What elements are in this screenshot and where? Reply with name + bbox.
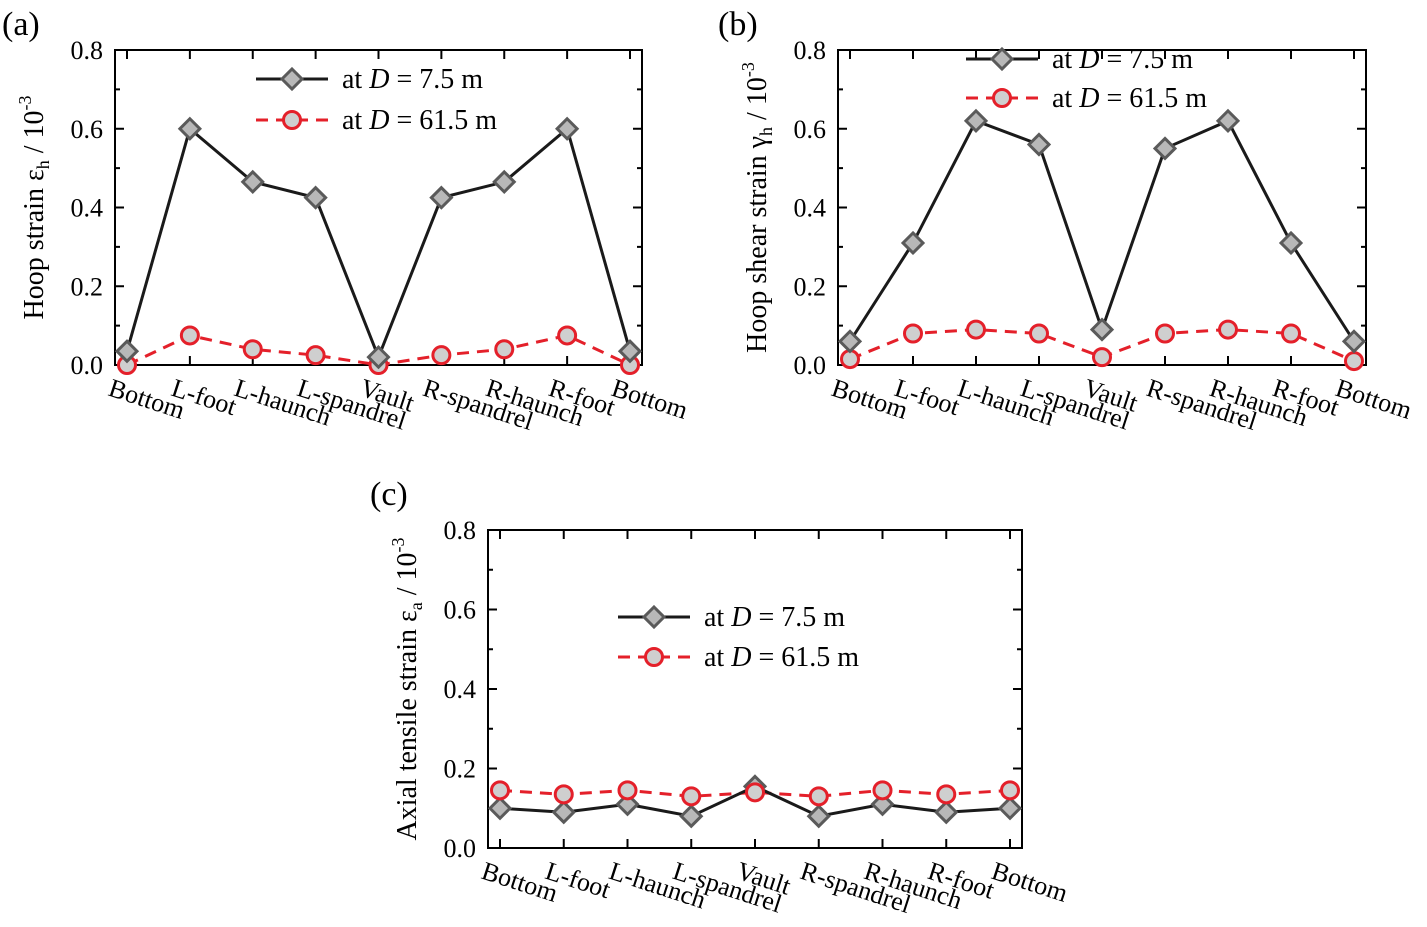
data-point-7-5m: [997, 796, 1023, 821]
y-tick-label: 0.8: [794, 36, 827, 65]
data-point-7-5m: [366, 345, 391, 370]
y-tick-label: 0.2: [71, 272, 104, 301]
data-point-61-5m: [557, 325, 578, 346]
data-point-61-5m: [872, 780, 893, 801]
chart-panel-1: (a)0.00.20.40.60.8BottomL-footL-haunchL-…: [2, 6, 691, 436]
data-point-61-5m: [1029, 323, 1049, 344]
legend-label-2: at D = 61.5 m: [342, 105, 497, 136]
data-point-7-5m: [963, 108, 989, 133]
data-point-61-5m: [1281, 323, 1301, 344]
x-tick-label: Bottom: [608, 373, 691, 425]
y-tick-label: 0.4: [444, 675, 477, 704]
y-tick-label: 0.6: [71, 115, 104, 144]
legend-label-1: at D = 7.5 m: [704, 602, 845, 633]
data-point-7-5m: [615, 792, 640, 817]
y-axis-label: Hoop shear strain γh / 10-3: [738, 62, 776, 353]
legend-label-1: at D = 7.5 m: [1052, 44, 1193, 75]
data-point-7-5m: [900, 230, 926, 256]
data-point-7-5m: [1341, 329, 1367, 354]
data-point-7-5m: [487, 796, 513, 821]
data-point-61-5m: [903, 323, 923, 344]
data-point-61-5m: [305, 345, 326, 366]
y-tick-label: 0.0: [71, 351, 104, 380]
data-point-61-5m: [1155, 323, 1175, 344]
y-tick-label: 0.4: [794, 194, 827, 223]
data-point-61-5m: [681, 786, 702, 807]
series-61-5m-line: [499, 788, 1011, 798]
data-point-7-5m: [1026, 132, 1052, 157]
data-point-7-5m: [303, 185, 328, 210]
data-point-7-5m: [806, 804, 831, 829]
data-point-61-5m: [242, 339, 263, 360]
y-tick-label: 0.0: [444, 834, 477, 863]
chart-panel-2: (b)0.00.20.40.60.8BottomL-footL-haunchL-…: [718, 6, 1415, 436]
legend-marker-7-5m: [641, 604, 667, 630]
panel-label: (c): [370, 476, 408, 513]
data-point-61-5m: [1000, 780, 1020, 801]
data-point-61-5m: [494, 339, 515, 360]
data-point-61-5m: [966, 319, 986, 340]
legend-marker-61-5m: [992, 88, 1012, 108]
data-point-7-5m: [240, 169, 265, 195]
legend-marker-61-5m: [644, 647, 664, 667]
data-point-7-5m: [870, 792, 895, 817]
data-point-7-5m: [177, 116, 202, 141]
y-tick-label: 0.0: [794, 351, 827, 380]
data-point-7-5m: [1215, 108, 1241, 133]
data-point-7-5m: [679, 804, 704, 829]
data-point-7-5m: [837, 329, 863, 354]
y-axis-label: Hoop strain εh / 10-3: [15, 96, 53, 320]
series-7-5m-line: [125, 126, 632, 362]
data-point-7-5m: [1089, 317, 1115, 342]
y-tick-label: 0.8: [444, 516, 477, 545]
y-tick-label: 0.2: [444, 755, 477, 784]
data-point-61-5m: [745, 782, 765, 803]
legend-label-1: at D = 7.5 m: [342, 64, 483, 95]
chart-panel-3: (c)0.00.20.40.60.8BottomL-footL-haunchL-…: [370, 476, 1071, 919]
data-point-61-5m: [490, 780, 510, 801]
series-7-5m-line: [848, 118, 1356, 343]
data-point-61-5m: [1344, 351, 1364, 372]
data-point-61-5m: [617, 780, 638, 801]
data-point-61-5m: [808, 786, 829, 807]
panel-label: (a): [2, 6, 40, 43]
panel-label: (b): [718, 6, 758, 43]
y-tick-label: 0.2: [794, 272, 827, 301]
y-tick-label: 0.6: [794, 115, 827, 144]
legend-label-2: at D = 61.5 m: [1052, 83, 1207, 114]
data-point-61-5m: [179, 325, 200, 346]
y-tick-label: 0.6: [444, 596, 477, 625]
plot-frame: [114, 49, 643, 366]
data-point-61-5m: [431, 345, 452, 366]
data-point-61-5m: [1092, 347, 1112, 368]
legend-marker-61-5m: [282, 110, 302, 130]
legend-marker-7-5m: [989, 46, 1015, 72]
data-point-7-5m: [429, 185, 454, 210]
y-tick-label: 0.4: [71, 194, 104, 223]
data-point-7-5m: [934, 800, 959, 825]
x-tick-label: Bottom: [988, 856, 1071, 908]
data-point-7-5m: [551, 800, 576, 825]
data-point-7-5m: [1278, 230, 1304, 256]
data-point-7-5m: [1152, 136, 1178, 161]
data-point-7-5m: [555, 116, 580, 141]
legend-marker-7-5m: [279, 66, 305, 92]
data-point-7-5m: [492, 169, 517, 195]
legend: at D = 7.5 m at D = 61.5 m: [966, 44, 1207, 114]
data-point-61-5m: [936, 784, 957, 805]
y-tick-label: 0.8: [71, 36, 104, 65]
data-point-7-5m: [617, 339, 643, 364]
legend-label-2: at D = 61.5 m: [704, 642, 859, 673]
data-point-7-5m: [114, 339, 140, 364]
x-tick-label: Bottom: [1332, 373, 1415, 425]
y-axis-label: Axial tensile strain εa / 10-3: [388, 537, 426, 840]
data-point-61-5m: [1218, 319, 1238, 340]
legend: at D = 7.5 m at D = 61.5 m: [618, 602, 859, 673]
data-point-61-5m: [553, 784, 574, 805]
legend: at D = 7.5 m at D = 61.5 m: [256, 64, 497, 136]
